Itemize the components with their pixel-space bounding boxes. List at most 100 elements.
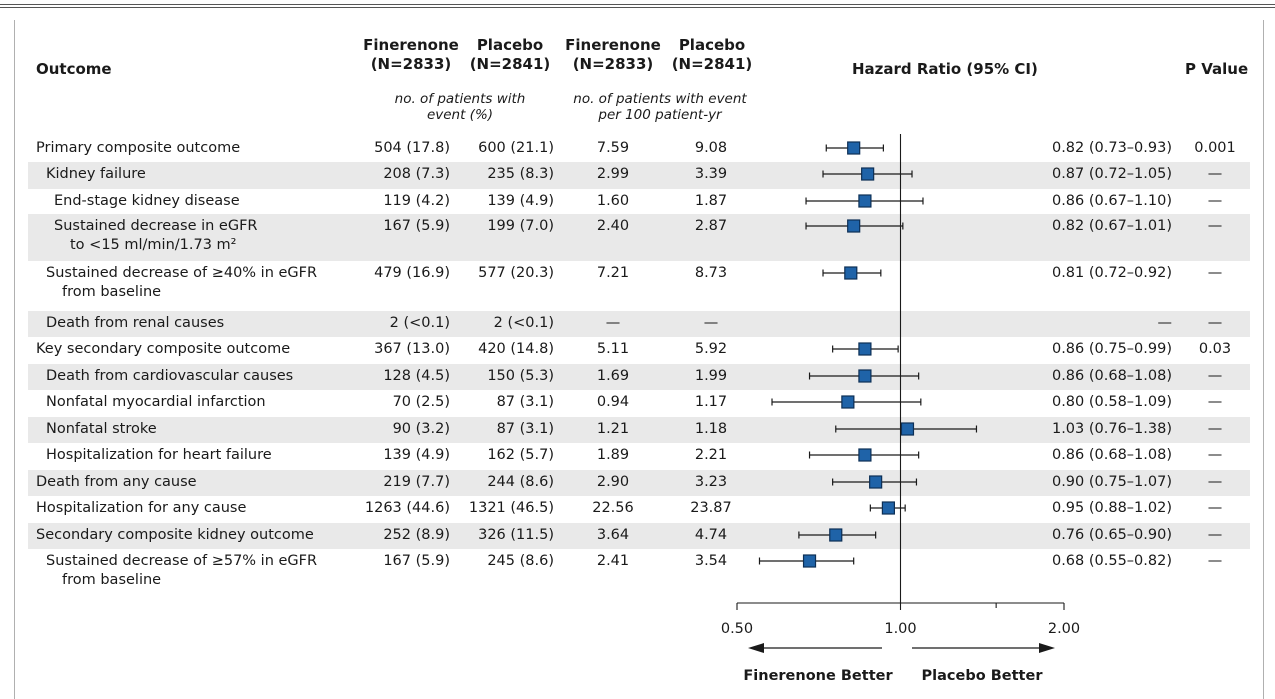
point-estimate-marker (829, 528, 843, 542)
point-estimate-marker (841, 395, 855, 409)
cell-p-value: 0.03 (1198, 341, 1232, 357)
row-label: Sustained decrease of ≥57% in eGFR (46, 553, 318, 569)
cell-placebo-events: 600 (21.1) (478, 140, 554, 156)
cell-hazard-ratio-ci: 0.81 (0.72–0.92) (1051, 265, 1172, 281)
cell-finerenone-events: 479 (16.9) (374, 265, 450, 281)
cell-p-value: — (1207, 166, 1223, 182)
point-estimate-marker (861, 167, 875, 181)
point-estimate-marker (858, 369, 872, 383)
cell-placebo-rate: — (703, 315, 719, 331)
cell-placebo-rate: 3.23 (694, 474, 728, 490)
cell-hazard-ratio-ci: 1.03 (0.76–1.38) (1051, 421, 1172, 437)
cell-placebo-rate: 1.87 (694, 193, 728, 209)
row-label: Sustained decrease of ≥40% in eGFR (46, 265, 318, 281)
cell-finerenone-events: 1263 (44.6) (364, 500, 450, 516)
top-rule-double (0, 7, 1275, 8)
point-estimate-marker (881, 501, 896, 515)
cell-placebo-events: 577 (20.3) (478, 265, 554, 281)
row-label: Hospitalization for any cause (36, 500, 247, 516)
row-label: Death from cardiovascular causes (46, 368, 294, 384)
cell-finerenone-rate: 2.40 (596, 218, 630, 234)
cell-p-value: — (1207, 218, 1223, 234)
cell-p-value: — (1207, 447, 1223, 463)
subheader-events-line1: no. of patients with (394, 91, 526, 107)
point-estimate-marker (802, 554, 817, 568)
cell-finerenone-events: 70 (2.5) (392, 394, 450, 410)
row-label: Hospitalization for heart failure (46, 447, 272, 463)
cell-hazard-ratio-ci: 0.90 (0.75–1.07) (1051, 474, 1172, 490)
cell-placebo-rate: 1.18 (694, 421, 728, 437)
cell-finerenone-events: 219 (7.7) (383, 474, 450, 490)
top-rule (0, 4, 1275, 5)
cell-p-value: — (1207, 193, 1223, 209)
cell-p-value: — (1207, 421, 1223, 437)
cell-finerenone-events: 208 (7.3) (383, 166, 450, 182)
cell-placebo-events: 87 (3.1) (496, 394, 554, 410)
x-tick-label: 2.00 (1048, 621, 1080, 637)
header-p-value: P Value (1185, 60, 1249, 78)
cell-p-value: — (1207, 474, 1223, 490)
cell-placebo-rate: 4.74 (694, 527, 728, 543)
cell-finerenone-rate: 7.59 (596, 140, 630, 156)
header-finerenone-events: Finerenone (N=2833) (356, 36, 466, 74)
subheader-events-line2: event (%) (426, 107, 494, 123)
cell-finerenone-rate: 0.94 (596, 394, 630, 410)
cell-placebo-events: 326 (11.5) (478, 527, 554, 543)
cell-placebo-events: 162 (5.7) (487, 447, 554, 463)
row-label: from baseline (62, 572, 162, 588)
cell-finerenone-rate: 2.90 (596, 474, 630, 490)
cell-placebo-rate: 2.87 (694, 218, 728, 234)
header-finerenone-rate-n: (N=2833) (572, 55, 654, 73)
point-estimate-marker (847, 141, 861, 155)
cell-hazard-ratio-ci: 0.80 (0.58–1.09) (1051, 394, 1172, 410)
x-tick-label: 0.50 (721, 621, 753, 637)
row-band (28, 162, 1250, 189)
cell-placebo-events: 139 (4.9) (487, 193, 554, 209)
row-label: Death from renal causes (46, 315, 225, 331)
header-finerenone-rate-name: Finerenone (565, 36, 661, 54)
cell-finerenone-events: 504 (17.8) (374, 140, 450, 156)
cell-finerenone-events: 128 (4.5) (383, 368, 450, 384)
row-band (28, 523, 1250, 549)
cell-placebo-rate: 3.39 (694, 166, 728, 182)
row-label: Nonfatal myocardial infarction (46, 394, 266, 410)
cell-placebo-rate: 1.17 (694, 394, 728, 410)
header-finerenone-rate: Finerenone (N=2833) (558, 36, 668, 74)
header-finerenone-events-n: (N=2833) (370, 55, 452, 73)
cell-finerenone-rate: 7.21 (596, 265, 630, 281)
header-placebo-rate: Placebo (N=2841) (662, 36, 762, 74)
cell-hazard-ratio-ci: 0.86 (0.75–0.99) (1051, 341, 1172, 357)
point-estimate-marker (847, 219, 861, 233)
header-placebo-rate-name: Placebo (678, 36, 746, 54)
cell-finerenone-rate: — (605, 315, 621, 331)
cell-placebo-events: 235 (8.3) (487, 166, 554, 182)
row-band (28, 417, 1250, 443)
figure-frame (14, 20, 1264, 699)
cell-p-value: — (1207, 394, 1223, 410)
cell-hazard-ratio-ci: 0.82 (0.67–1.01) (1051, 218, 1172, 234)
row-label: Secondary composite kidney outcome (36, 527, 314, 543)
cell-placebo-rate: 2.21 (694, 447, 728, 463)
row-label: from baseline (62, 284, 162, 300)
point-estimate-marker (858, 194, 872, 208)
cell-placebo-rate: 3.54 (694, 553, 728, 569)
placebo-better-label: Placebo Better (922, 668, 1044, 684)
cell-placebo-events: 150 (5.3) (487, 368, 554, 384)
cell-finerenone-rate: 22.56 (592, 500, 634, 516)
cell-finerenone-rate: 2.41 (596, 553, 630, 569)
cell-p-value: — (1207, 315, 1223, 331)
subheader-events: no. of patients with event (%) (362, 91, 558, 123)
cell-finerenone-events: 2 (<0.1) (389, 315, 450, 331)
cell-placebo-events: 245 (8.6) (487, 553, 554, 569)
cell-p-value: — (1207, 500, 1223, 516)
row-label: Sustained decrease in eGFR (54, 218, 258, 234)
cell-hazard-ratio-ci: 0.86 (0.68–1.08) (1051, 447, 1172, 463)
cell-hazard-ratio-ci: 0.95 (0.88–1.02) (1051, 500, 1172, 516)
row-label: End-stage kidney disease (54, 193, 240, 209)
cell-placebo-rate: 1.99 (694, 368, 728, 384)
point-estimate-marker (858, 448, 872, 462)
header-outcome: Outcome (36, 60, 112, 78)
cell-placebo-events: 87 (3.1) (496, 421, 554, 437)
